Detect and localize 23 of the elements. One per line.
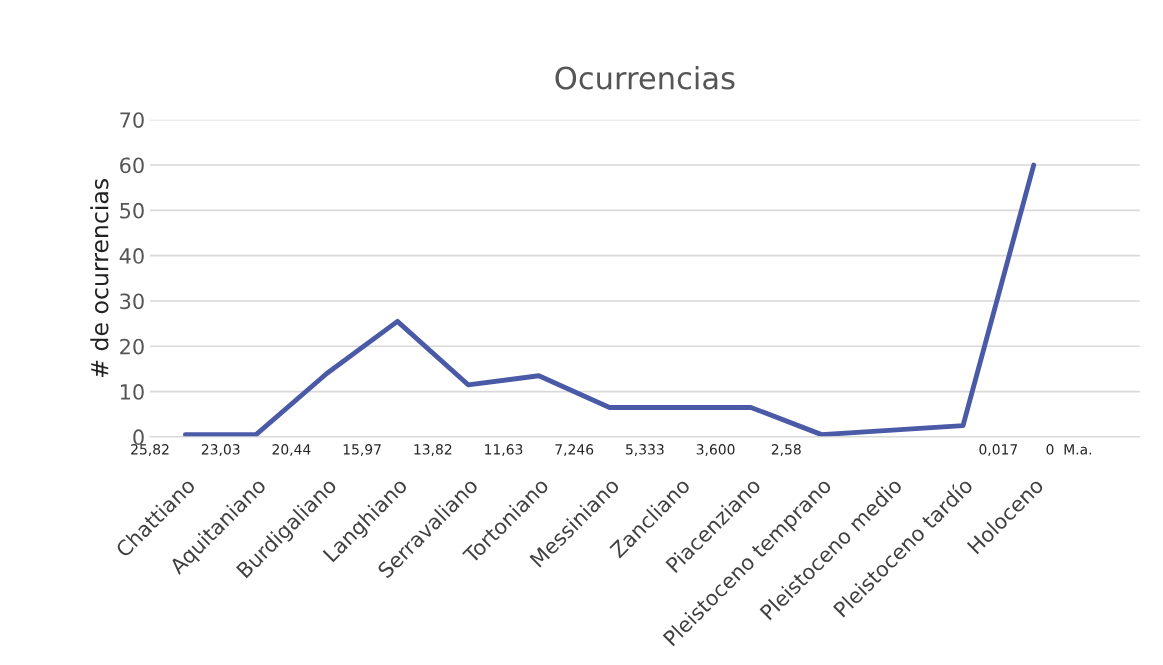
text: 7,246	[555, 444, 594, 457]
y-axis-title: # de ocurrencias	[90, 178, 109, 377]
line-series	[182, 162, 1037, 437]
text: 23,03	[201, 444, 240, 457]
text: 0,017	[979, 444, 1018, 457]
chart-title: Ocurrencias	[555, 65, 735, 90]
y-tick-label: 40	[119, 248, 144, 264]
text: 3,600	[696, 444, 735, 457]
text: 5,333	[626, 444, 664, 457]
text: 20,44	[272, 444, 311, 457]
text: 11,63	[485, 444, 523, 457]
text: 25,82	[131, 444, 169, 457]
y-tick-label: 10	[120, 384, 144, 400]
y-tick-label: 20	[120, 338, 144, 355]
y-tick-label: 70	[120, 112, 144, 128]
y-tick-label: 50	[120, 202, 144, 219]
y-tick-label: 0	[133, 429, 144, 446]
text: 15,97	[343, 444, 381, 457]
text: 0 M.a.	[1046, 444, 1092, 455]
text: 2,58	[771, 444, 801, 457]
y-tick-label: 60	[120, 157, 144, 174]
text: 13,82	[414, 444, 452, 457]
y-tick-label: 30	[120, 293, 144, 310]
